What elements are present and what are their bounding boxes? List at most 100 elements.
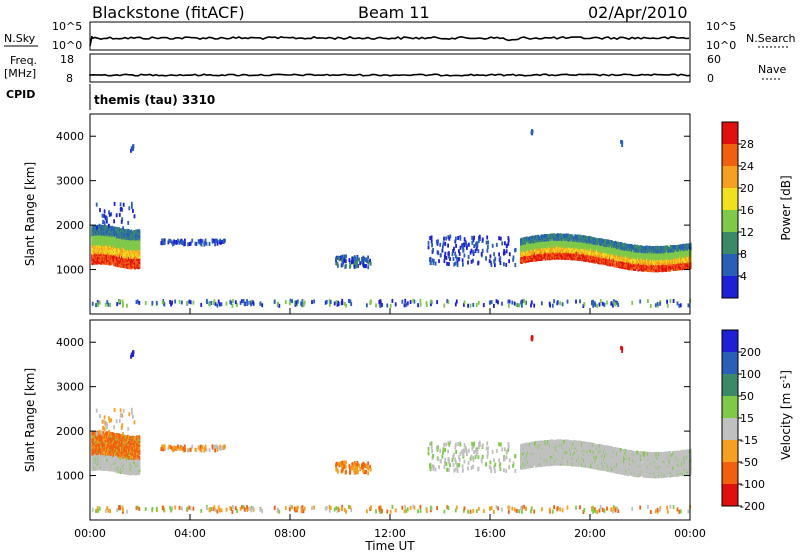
scatter-cell [161,300,164,304]
scatter-cell [354,261,357,266]
scatter-cell [369,261,372,266]
scatter-cell [455,299,458,304]
scatter-cell [216,238,218,243]
scatter-cell [136,299,139,304]
scatter-cell [463,302,465,307]
scatter-cell [462,262,464,267]
scatter-cell [462,244,464,249]
scatter-cell [444,251,447,256]
scatter-cell [689,248,692,253]
scatter-cell [343,254,346,259]
scatter-cell [110,212,113,217]
freq-label: Freq. [10,54,37,67]
scatter-cell [656,301,659,306]
scatter-cell [100,225,103,229]
scatter-cell [188,242,191,246]
scatter-cell [659,301,661,306]
scatter-cell [523,298,525,303]
scatter-cell [447,251,450,256]
scatter-cell [553,299,555,304]
scatter-cell [477,239,480,244]
scatter-cell [328,299,331,303]
scatter-cell [128,261,131,266]
scatter-cell [369,258,371,263]
scatter-cell [485,256,487,261]
scatter-cell [356,259,359,264]
scatter-cell [289,301,291,306]
scatter-cell [313,299,315,304]
scatter-cell [477,300,480,305]
nsky-trace [89,35,690,47]
scatter-cell [405,302,408,307]
scatter-cell [430,239,433,244]
scatter-cell [481,237,484,242]
scatter-cell [106,300,109,305]
scatter-cell [96,302,99,307]
scatter-cell [208,241,211,246]
scatter-cell [430,235,433,240]
scatter-cell [131,147,134,152]
scatter-cell [512,255,515,260]
scatter-cell [101,213,104,218]
scatter-cell [443,236,445,241]
scatter-cell [431,243,433,248]
scatter-cell [419,302,422,307]
scatter-cell [104,467,107,471]
scatter-cell [439,242,442,247]
scatter-cell [99,208,101,213]
scatter-cell [203,242,206,247]
scatter-cell [513,301,516,306]
scatter-cell [463,300,466,305]
scatter-cell [454,261,457,266]
scatter-cell [476,243,479,248]
nsky-panel [89,21,691,51]
scatter-cell [336,262,339,266]
scatter-cell [445,236,447,241]
scatter-cell [325,299,328,304]
scatter-cell [459,236,462,241]
scatter-cell [178,299,181,304]
scatter-cell [133,214,136,219]
scatter-cell [122,226,124,231]
scatter-cell [349,299,352,304]
scatter-cell [482,303,485,308]
ytick-label: 3000 [56,175,84,188]
scatter-cell [302,303,305,308]
scatter-cell [189,300,192,305]
scatter-cell [351,260,353,265]
scatter-cell [475,303,478,307]
scatter-cell [621,143,623,147]
colorbar-swatch [722,276,738,298]
scatter-cell [128,255,131,259]
scatter-cell [649,304,652,308]
scatter-cell [429,236,431,241]
scatter-cell [240,299,243,304]
scatter-cell [95,202,98,207]
scatter-cell [620,139,622,144]
scatter-cell [689,261,692,266]
scatter-cell [621,140,623,145]
scatter-cell [530,300,533,305]
scatter-cell [340,256,342,261]
scatter-cell [108,223,110,228]
scatter-cell [386,303,389,308]
scatter-cell [213,238,215,243]
scatter-cell [449,257,451,262]
scatter-cell [113,432,115,437]
scatter-cell [113,201,116,206]
scatter-cell [566,299,569,304]
scatter-cell [131,204,133,209]
scatter-cell [449,234,452,239]
scatter-cell [132,146,135,151]
scatter-cell [311,300,313,305]
scatter-cell [379,303,382,308]
scatter-cell [291,299,293,304]
colorbar-tick-label: 12 [740,226,754,239]
scatter-cell [505,262,508,267]
scatter-cell [462,242,465,247]
scatter-cell [91,301,94,306]
scatter-cell [329,302,331,307]
scatter-cell [182,240,185,245]
scatter-cell [446,299,449,304]
scatter-cell [184,242,186,247]
